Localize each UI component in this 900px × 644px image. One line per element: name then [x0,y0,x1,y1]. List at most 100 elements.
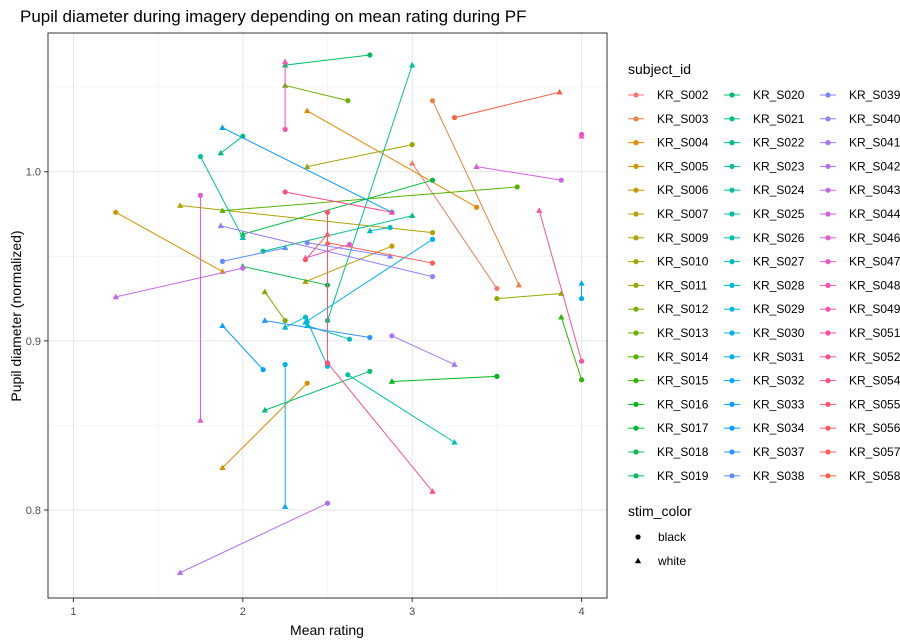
series-kr-s026 [304,322,353,342]
legend-item-kr-s046: KR_S046 [820,231,900,245]
legend-key-point [633,116,639,122]
legend-label: KR_S005 [657,159,709,173]
series-kr-s042 [176,500,331,575]
series-line [264,320,370,338]
series-kr-s024 [197,153,246,240]
legend: subject_id KR_S002KR_S003KR_S004KR_S005K… [628,61,900,568]
legend-shape-label: white [657,554,686,568]
legend-key-point [825,425,831,431]
series-line [327,64,413,321]
legend-label: KR_S056 [849,421,900,435]
point-white [304,107,311,114]
legend-item-kr-s011: KR_S011 [628,278,708,292]
series-line [115,267,243,298]
series-kr-s030 [302,236,436,325]
legend-item-kr-s016: KR_S016 [628,397,709,411]
legend-label: KR_S049 [849,302,900,316]
legend-item-kr-s024: KR_S024 [724,183,805,197]
legend-label: KR_S034 [753,421,805,435]
series-kr-s031 [282,361,289,509]
series-kr-s044 [473,163,564,183]
series-line [285,84,348,102]
series-line [307,242,391,257]
point-white [578,280,585,286]
legend-label: KR_S024 [753,183,805,197]
legend-label: KR_S039 [849,88,900,102]
legend-item-kr-s004: KR_S004 [628,136,709,150]
legend-key-point [729,235,735,241]
point-white [261,317,268,323]
legend-label: KR_S027 [753,255,805,269]
legend-label: KR_S014 [657,350,709,364]
legend-key-point [825,378,831,384]
point-white [515,281,523,288]
legend-label: KR_S003 [657,112,709,126]
point-white [302,318,309,325]
plot-marks [112,52,585,575]
y-tick-label: 0.9 [26,336,41,348]
series-line [306,110,477,208]
x-tick-label: 3 [409,606,415,618]
point-black [345,372,351,378]
legend-label: KR_S051 [849,326,900,340]
legend-label: KR_S028 [753,278,805,292]
point-white [112,293,119,300]
legend-label: KR_S057 [849,445,900,459]
series-kr-s028 [282,314,309,330]
legend-key-point [825,92,831,98]
legend-label: KR_S031 [753,350,805,364]
legend-item-kr-s015: KR_S015 [628,374,709,388]
legend-item-kr-s029: KR_S029 [724,302,805,316]
legend-item-kr-s018: KR_S018 [628,445,709,459]
legend-item-kr-s054: KR_S054 [820,374,900,388]
legend-key-point [633,211,639,217]
series-line [222,247,286,262]
point-white [409,61,416,68]
series-line [284,316,306,328]
series-line [305,238,433,323]
legend-label: KR_S032 [753,374,805,388]
y-tick-label: 1.0 [26,167,41,179]
legend-label: KR_S044 [849,207,900,221]
legend-key-point [825,282,831,288]
series-kr-s046 [197,192,204,423]
point-white [556,88,563,95]
legend-item-kr-s033: KR_S033 [724,397,805,411]
point-black [282,361,288,368]
legend-key-point [633,259,639,265]
point-black [346,336,353,342]
legend-item-kr-s010: KR_S010 [628,255,709,269]
x-axis-title: Mean rating [290,622,364,638]
legend-key-point [729,211,735,217]
legend-shape-black: black [635,530,687,544]
legend-label: KR_S052 [849,350,900,364]
point-white [324,239,331,246]
series-kr-s015 [558,313,585,383]
legend-label: KR_S010 [657,255,709,269]
legend-item-kr-s003: KR_S003 [628,112,709,126]
point-white [261,288,268,295]
point-black [345,98,351,104]
legend-key-point [729,401,735,407]
series-line [307,325,350,340]
legend-key-point [633,140,639,146]
series-line [432,100,520,286]
series-line [305,233,328,261]
point-black [282,126,288,133]
point-black [494,295,500,302]
legend-label: KR_S055 [849,397,900,411]
series-kr-s012 [261,288,288,324]
point-black [302,257,309,263]
point-black [197,153,204,160]
legend-item-kr-s048: KR_S048 [820,278,900,292]
legend-label: KR_S042 [849,159,900,173]
legend-key-point [825,140,831,146]
legend-key-point [633,449,639,455]
series-kr-s058 [451,88,563,121]
point-white [302,278,309,284]
legend-item-kr-s058: KR_S058 [820,469,900,483]
legend-color-items: KR_S002 KR_S003 KR_S004 KR_S005 KR_S006 KR_S0… [628,88,900,483]
series-kr-s002 [409,159,500,292]
legend-key-point [633,235,639,241]
series-kr-s056 [302,231,331,263]
